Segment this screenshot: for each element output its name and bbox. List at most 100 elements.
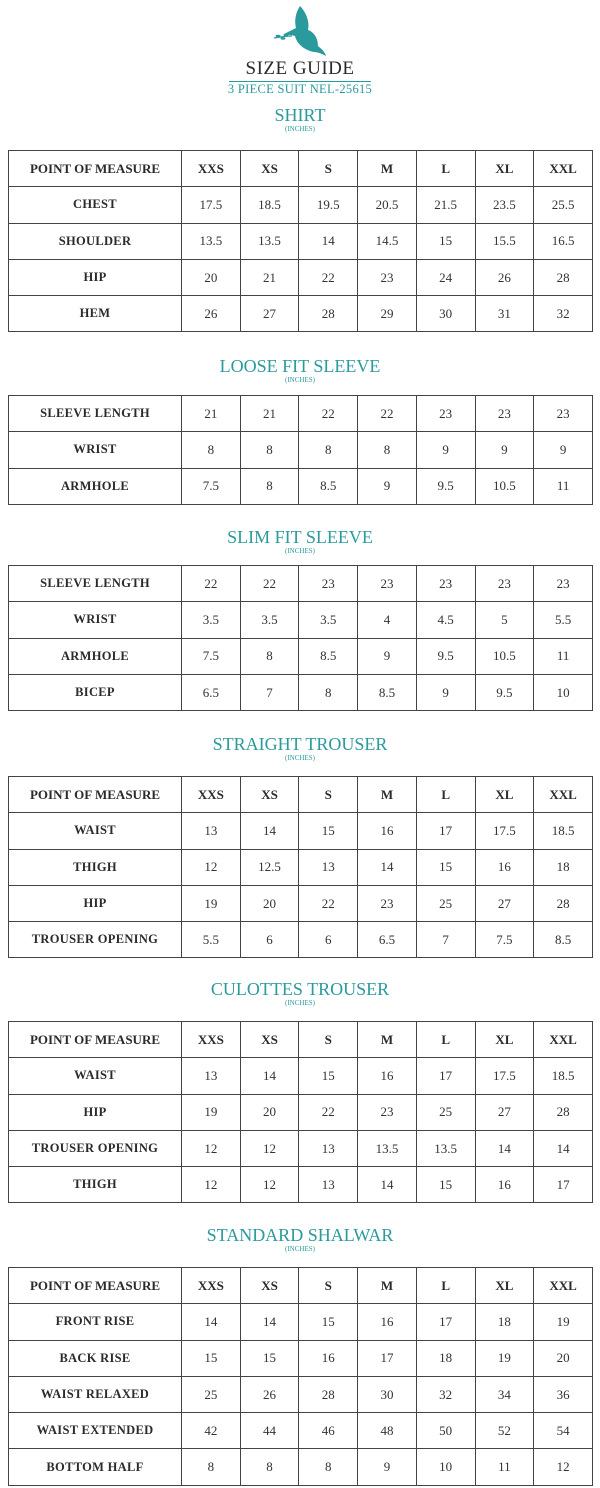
measure-value-cell: 16 xyxy=(298,1339,359,1377)
measure-value-cell: 3.5 xyxy=(239,601,300,639)
table-row: HIP 19 20 22 23 25 27 28 xyxy=(8,884,593,923)
column-header-size: XS xyxy=(239,1266,300,1305)
measure-value-cell: 26 xyxy=(239,1375,300,1414)
measure-value-cell: 28 xyxy=(533,884,593,923)
table-row: WRIST 3.5 3.5 3.5 4 4.5 5 5.5 xyxy=(8,601,593,639)
measure-value-cell: 16 xyxy=(357,812,417,850)
column-header-size: XXL xyxy=(533,775,593,814)
measure-value-cell: 6 xyxy=(298,921,359,959)
column-header-point-of-measure: POINT OF MEASURE xyxy=(8,149,182,188)
shirt-size-table: POINT OF MEASURE XXS XS S M L XL XXL CHEST 17.5 18… xyxy=(8,149,593,333)
measure-value-cell: 36 xyxy=(533,1375,593,1414)
column-header-size: XXS xyxy=(181,1020,241,1059)
measure-value-cell: 23 xyxy=(298,564,359,603)
measure-value-cell: 22 xyxy=(298,394,359,433)
measure-value-cell: 13 xyxy=(181,1057,241,1095)
measure-value-cell: 23 xyxy=(474,564,535,603)
measure-value-cell: 15 xyxy=(298,1303,359,1341)
culottes-trouser-section-title: CULOTTES TROUSER xyxy=(210,979,390,999)
table-row: FRONT RISE 14 14 15 16 17 18 19 xyxy=(8,1303,593,1341)
measure-label: HIP xyxy=(8,258,182,297)
column-header-size: XXL xyxy=(533,149,593,188)
measure-value-cell: 20.5 xyxy=(357,186,417,224)
shirt-unit-label: (INCHES) xyxy=(285,125,315,133)
measure-value-cell: 13 xyxy=(298,1166,359,1204)
measure-value-cell: 23 xyxy=(533,564,593,603)
measure-value-cell: 28 xyxy=(533,1093,593,1131)
measure-value-cell: 9 xyxy=(357,637,417,675)
measure-value-cell: 12 xyxy=(181,1129,241,1168)
column-header-size: XXL xyxy=(533,1266,593,1305)
column-header-size: XL xyxy=(474,1020,535,1059)
measure-value-cell: 20 xyxy=(239,1093,300,1131)
straight-trouser-section-title: STRAIGHT TROUSER xyxy=(212,734,388,754)
measure-value-cell: 5.5 xyxy=(533,601,593,639)
measure-value-cell: 6 xyxy=(239,921,300,959)
measure-value-cell: 10 xyxy=(533,673,593,712)
measure-value-cell: 27 xyxy=(474,1093,535,1131)
table-row: WAIST EXTENDED 42 44 46 48 50 52 54 xyxy=(8,1412,593,1450)
measure-value-cell: 10.5 xyxy=(474,467,535,505)
table-row: ARMHOLE 7.5 8 8.5 9 9.5 10.5 11 xyxy=(8,637,593,675)
measure-value-cell: 17 xyxy=(357,1339,417,1377)
title-divider xyxy=(229,81,371,82)
measure-value-cell: 27 xyxy=(474,884,535,923)
measure-label: WAIST RELAXED xyxy=(8,1375,182,1414)
measure-label: BOTTOM HALF xyxy=(8,1448,182,1486)
measure-label: TROUSER OPENING xyxy=(8,1129,182,1168)
measure-value-cell: 19 xyxy=(533,1303,593,1341)
column-header-size: S xyxy=(298,1020,359,1059)
measure-value-cell: 19.5 xyxy=(298,186,359,224)
measure-value-cell: 8 xyxy=(298,1448,359,1486)
measure-value-cell: 48 xyxy=(357,1412,417,1450)
measure-value-cell: 12 xyxy=(533,1448,593,1486)
measure-value-cell: 23 xyxy=(415,564,476,603)
measure-value-cell: 16 xyxy=(357,1303,417,1341)
table-header-row: POINT OF MEASURE XXS XS S M L XL XXL xyxy=(8,1020,593,1059)
measure-value-cell: 17 xyxy=(415,1057,476,1095)
measure-value-cell: 5.5 xyxy=(181,921,241,959)
column-header-size: L xyxy=(415,1020,476,1059)
measure-value-cell: 3.5 xyxy=(181,601,241,639)
measure-value-cell: 17.5 xyxy=(474,1057,535,1095)
measure-value-cell: 21 xyxy=(239,394,300,433)
measure-value-cell: 22 xyxy=(298,884,359,923)
measure-value-cell: 22 xyxy=(357,394,417,433)
column-header-size: M xyxy=(357,149,417,188)
column-header-size: L xyxy=(415,775,476,814)
measure-value-cell: 14 xyxy=(181,1303,241,1341)
straight-trouser-unit-label: (INCHES) xyxy=(285,754,315,762)
measure-value-cell: 8.5 xyxy=(357,673,417,712)
measure-value-cell: 18.5 xyxy=(533,1057,593,1095)
column-header-size: XL xyxy=(474,149,535,188)
measure-label: CHEST xyxy=(8,186,182,224)
measure-value-cell: 18 xyxy=(415,1339,476,1377)
column-header-size: XL xyxy=(474,1266,535,1305)
table-row: TROUSER OPENING 5.5 6 6 6.5 7 7.5 8.5 xyxy=(8,921,593,959)
table-row: WAIST 13 14 15 16 17 17.5 18.5 xyxy=(8,1057,593,1095)
measure-value-cell: 11 xyxy=(533,467,593,505)
measure-value-cell: 28 xyxy=(298,295,359,333)
table-row: BOTTOM HALF 8 8 8 9 10 11 12 xyxy=(8,1448,593,1486)
measure-value-cell: 22 xyxy=(298,1093,359,1131)
measure-value-cell: 9 xyxy=(415,431,476,469)
table-row: TROUSER OPENING 12 12 13 13.5 13.5 14 14 xyxy=(8,1129,593,1168)
measure-value-cell: 19 xyxy=(181,1093,241,1131)
measure-value-cell: 12 xyxy=(239,1166,300,1204)
measure-value-cell: 14 xyxy=(357,848,417,886)
measure-value-cell: 16 xyxy=(474,848,535,886)
measure-value-cell: 44 xyxy=(239,1412,300,1450)
measure-label: SLEEVE LENGTH xyxy=(8,564,182,603)
measure-value-cell: 9 xyxy=(533,431,593,469)
measure-value-cell: 18 xyxy=(533,848,593,886)
table-row: CHEST 17.5 18.5 19.5 20.5 21.5 23.5 25.5 xyxy=(8,186,593,224)
measure-label: THIGH xyxy=(8,1166,182,1204)
table-row: ARMHOLE 7.5 8 8.5 9 9.5 10.5 11 xyxy=(8,467,593,505)
measure-value-cell: 8 xyxy=(239,1448,300,1486)
measure-value-cell: 22 xyxy=(239,564,300,603)
table-row: WRIST 8 8 8 8 9 9 9 xyxy=(8,431,593,469)
measure-value-cell: 17 xyxy=(533,1166,593,1204)
measure-value-cell: 17.5 xyxy=(181,186,241,224)
table-row: WAIST 13 14 15 16 17 17.5 18.5 xyxy=(8,812,593,850)
